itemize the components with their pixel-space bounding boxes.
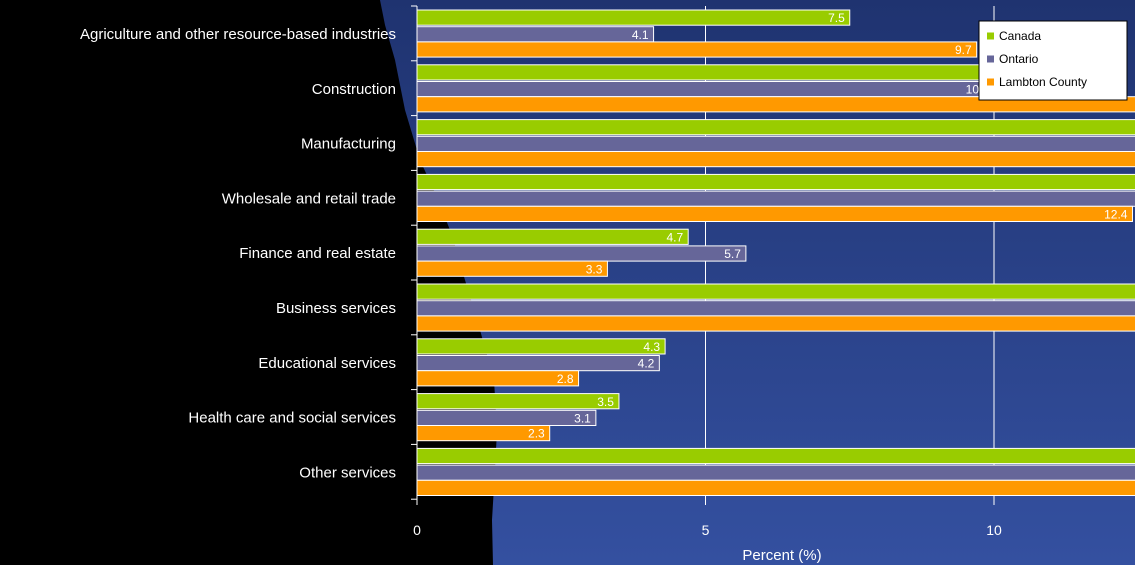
data-label: 9.7 [955, 43, 972, 57]
bar-lambton-county [416, 315, 1135, 332]
bar-lambton-county [416, 41, 978, 58]
data-label: 12.4 [1104, 208, 1128, 222]
bar-canada [416, 173, 1135, 191]
x-tick-label: 0 [413, 522, 421, 538]
bar-ontario [416, 81, 995, 98]
x-tick-label: 10 [986, 522, 1002, 538]
bar-ontario [416, 409, 597, 426]
data-label: 5.7 [724, 247, 741, 261]
bar-canada [416, 64, 1030, 81]
bar-lambton-county [416, 479, 1135, 496]
x-axis-title: Percent (%) [742, 547, 821, 564]
bar-canada [416, 393, 620, 410]
data-label: 4.1 [632, 28, 649, 42]
category-label: Agriculture and other resource-based ind… [80, 26, 396, 43]
legend: Canada Ontario Lambton County [978, 20, 1128, 101]
data-label: 4.3 [643, 340, 660, 354]
data-label: 7.5 [828, 11, 845, 25]
legend-label: Canada [999, 29, 1041, 43]
category-label: Business services [276, 300, 396, 317]
bar-ontario [416, 26, 655, 43]
category-label: Construction [312, 81, 396, 98]
bar-ontario [416, 300, 1135, 317]
category-label: Wholesale and retail trade [222, 190, 396, 207]
bar-ontario [416, 190, 1135, 207]
bar-lambton-county [416, 260, 608, 277]
bar-canada [416, 338, 666, 355]
category-label: Health care and social services [188, 410, 396, 427]
x-tick-label: 5 [702, 522, 710, 538]
legend-swatch [987, 32, 994, 40]
bar-canada [416, 283, 1135, 300]
legend-label: Ontario [999, 52, 1039, 66]
category-label: Other services [299, 464, 396, 481]
data-label: 3.5 [597, 395, 614, 409]
data-label: 3.3 [586, 262, 603, 276]
legend-swatch [987, 78, 994, 86]
bar-canada [416, 9, 851, 26]
bar-canada [416, 447, 1135, 465]
bar-canada [416, 228, 689, 245]
bar-lambton-county [416, 370, 580, 387]
data-label: 4.7 [667, 230, 684, 244]
category-label: Educational services [258, 355, 396, 372]
legend-swatch [987, 55, 994, 63]
legend-label: Lambton County [999, 75, 1087, 89]
bar-ontario [416, 355, 660, 372]
legend-box [978, 20, 1128, 101]
bar-ontario [416, 135, 1135, 153]
bar-lambton-county [416, 205, 1133, 223]
bar-canada [416, 119, 1135, 136]
bar-lambton-county [416, 151, 1135, 168]
category-label: Manufacturing [301, 136, 396, 153]
category-label: Finance and real estate [239, 245, 396, 262]
data-label: 4.2 [638, 357, 655, 371]
data-label: 3.1 [574, 412, 591, 426]
bar-ontario [416, 464, 1135, 481]
bar-ontario [416, 245, 747, 262]
data-label: 2.8 [557, 372, 574, 386]
data-label: 2.3 [528, 427, 545, 441]
